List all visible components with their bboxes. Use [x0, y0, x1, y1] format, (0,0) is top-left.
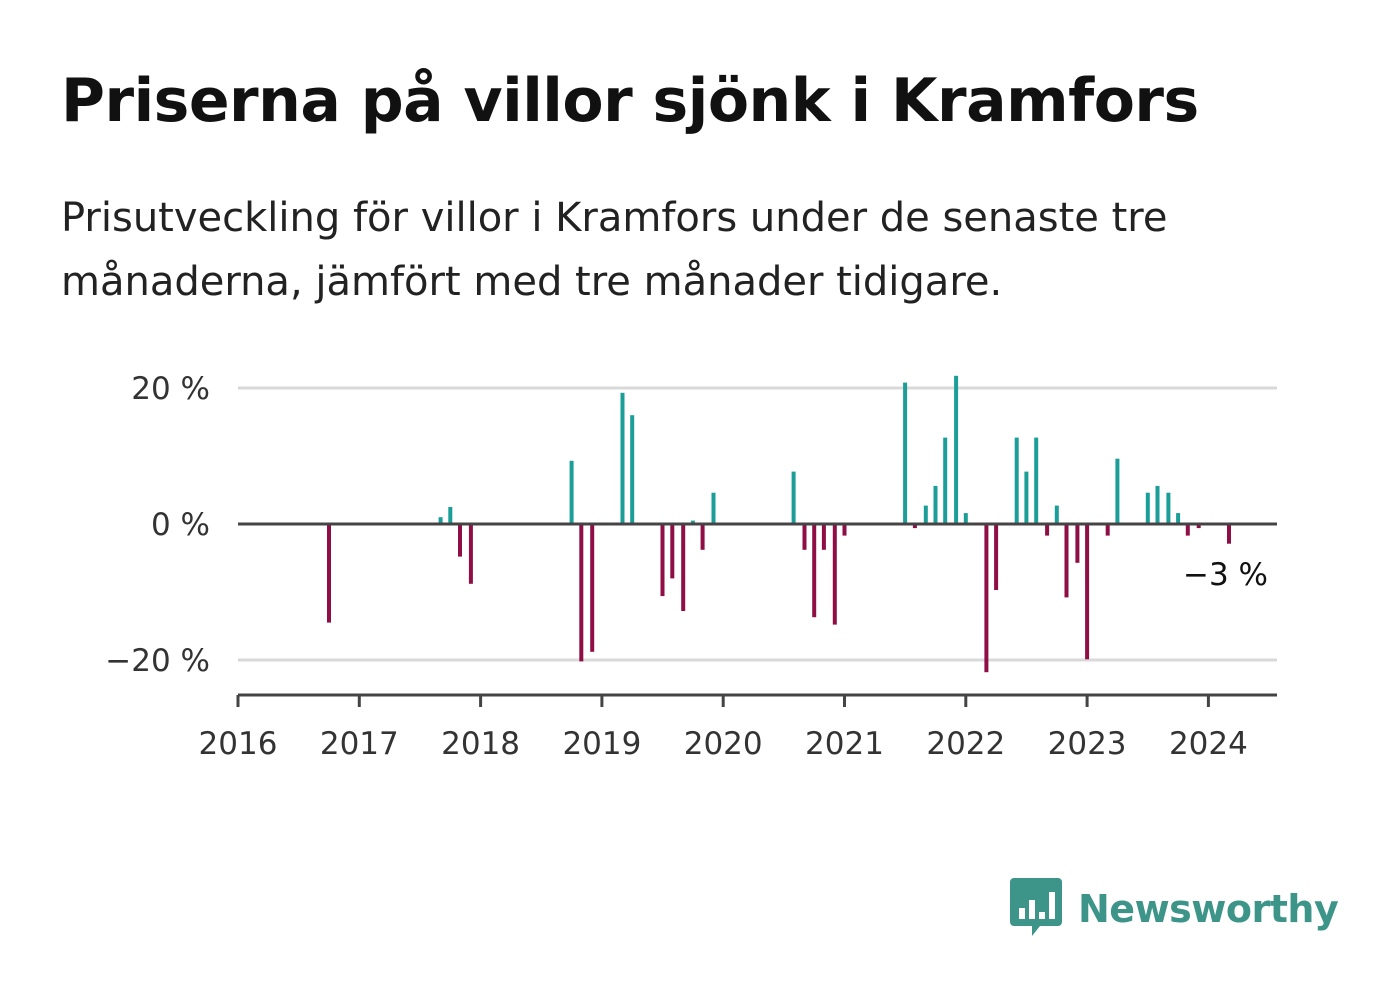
labels: 20 % 0 % −20 % 2016 2017 2018 2019 2020 2021 2022… [105, 371, 1268, 762]
bar [569, 460, 574, 524]
last-value-annotation: −3 % [1183, 557, 1268, 593]
bar [963, 513, 968, 524]
bar [1014, 437, 1019, 524]
bar [903, 382, 908, 524]
y-tick-label: 20 % [131, 371, 210, 407]
bar [832, 524, 837, 625]
bar [630, 415, 635, 524]
bar [660, 524, 665, 597]
bar [700, 524, 705, 550]
bar [458, 524, 462, 557]
bar [984, 524, 989, 673]
x-tick-label: 2018 [441, 726, 520, 762]
bar [620, 392, 625, 524]
bar [681, 524, 686, 611]
bar [1064, 524, 1069, 598]
bar [812, 524, 817, 618]
bar [1085, 524, 1090, 660]
bar [1075, 524, 1080, 563]
bar [1105, 524, 1110, 536]
bar [1227, 524, 1231, 544]
x-tick-label: 2023 [1048, 726, 1127, 762]
bar [438, 517, 443, 524]
bar [1115, 458, 1120, 524]
newsworthy-logo: Newsworthy [1010, 878, 1339, 940]
bar [994, 524, 999, 590]
bar [670, 524, 675, 579]
bar [1054, 505, 1059, 524]
bar [954, 375, 959, 524]
chart-subtitle: Prisutveckling för villor i Kramfors und… [61, 195, 1168, 305]
bar [802, 524, 807, 550]
grid-lines [238, 386, 1277, 662]
bar [1045, 524, 1050, 536]
brand-name: Newsworthy [1078, 887, 1339, 931]
x-tick-label: 2022 [926, 726, 1005, 762]
bar-chart-logo-icon [1010, 878, 1062, 936]
bar [821, 524, 826, 550]
x-tick-label: 2021 [805, 726, 884, 762]
bar [923, 505, 928, 524]
bar [1196, 524, 1201, 529]
bar [1024, 471, 1029, 524]
x-tick-label: 2017 [320, 726, 399, 762]
bar [791, 471, 796, 524]
x-tick-label: 2016 [199, 726, 278, 762]
bar [1176, 513, 1181, 524]
x-tick-label: 2020 [684, 726, 763, 762]
y-tick-label: 0 % [151, 507, 210, 543]
bar [1034, 437, 1039, 524]
bar [590, 524, 595, 652]
bar [1145, 492, 1150, 524]
axes [236, 522, 1277, 707]
bar [912, 524, 917, 529]
bar [327, 524, 331, 623]
bar [943, 437, 948, 524]
bar [711, 492, 716, 524]
bar [579, 524, 584, 662]
bar [448, 507, 453, 524]
bar [1185, 524, 1190, 536]
bar [933, 485, 938, 524]
bar [1155, 485, 1160, 524]
bars [327, 375, 1231, 673]
bar [842, 524, 847, 536]
y-tick-label: −20 % [105, 643, 210, 679]
chart-title: Priserna på villor sjönk i Kramfors [61, 66, 1199, 136]
bar [690, 520, 695, 524]
x-tick-label: 2024 [1169, 726, 1248, 762]
x-tick-label: 2019 [562, 726, 641, 762]
bar [1166, 492, 1171, 524]
bar [468, 524, 473, 584]
